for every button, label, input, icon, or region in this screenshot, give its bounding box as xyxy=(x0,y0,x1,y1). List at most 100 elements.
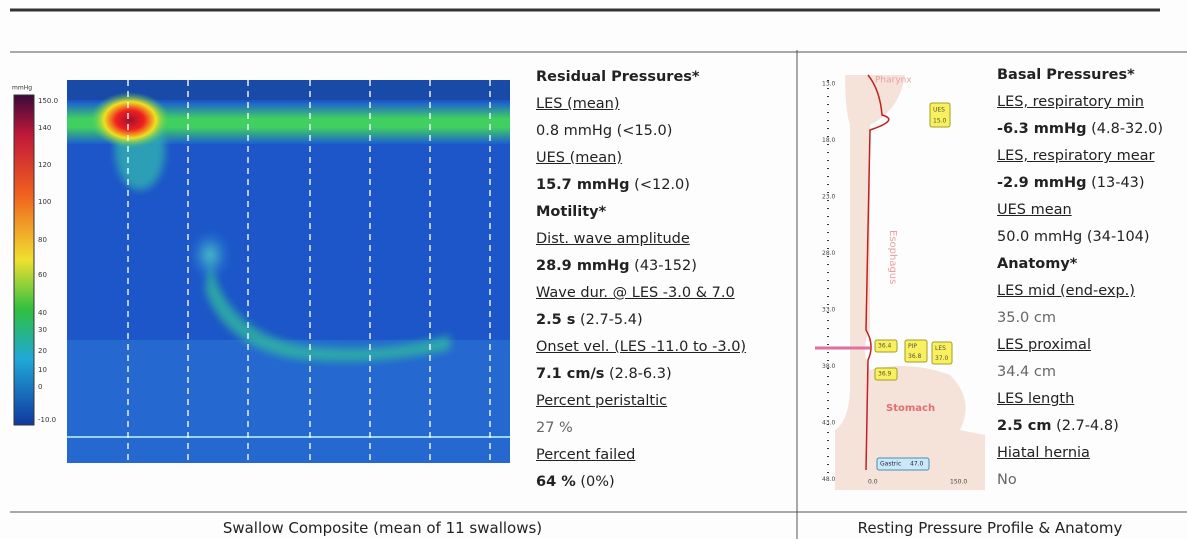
field-row: 2.5 s (2.7-5.4) xyxy=(536,307,791,334)
field-label: LES proximal xyxy=(997,332,1187,359)
colorbar-label: 80 xyxy=(38,236,47,244)
marker-label: Gastric xyxy=(880,461,901,468)
field-row: 0.8 mmHg (<15.0) xyxy=(536,118,791,145)
marker-value: 36.8 xyxy=(908,353,922,360)
field-value: 27 % xyxy=(536,420,573,436)
field-row: 64 % (0%) xyxy=(536,469,791,496)
marker-value: 37.0 xyxy=(935,355,949,362)
field-label: LES mid (end-exp.) xyxy=(997,278,1187,305)
field-range: (<15.0) xyxy=(617,123,673,139)
marker-label: PIP xyxy=(908,343,917,350)
field-label: LES, respiratory mear xyxy=(997,143,1187,170)
region-label: Stomach xyxy=(886,403,935,414)
field-range: (34-104) xyxy=(1087,229,1150,245)
region-label: Pharynx xyxy=(875,76,912,86)
field-range: (<12.0) xyxy=(634,177,690,193)
depth-label: 33.0 xyxy=(822,307,836,314)
field-row: -2.9 mmHg (13-43) xyxy=(997,170,1187,197)
text-column: Residual Pressures*LES (mean)0.8 mmHg (<… xyxy=(536,64,791,496)
field-value: -6.3 mmHg xyxy=(997,121,1087,137)
field-label: UES mean xyxy=(997,197,1187,224)
field-value: 15.7 mmHg xyxy=(536,177,630,193)
field-label: Onset vel. (LES -11.0 to -3.0) xyxy=(536,334,791,361)
report-page: mmHg150.01401201008060403020100-10.0Phar… xyxy=(0,0,1187,539)
field-row: 7.1 cm/s (2.8-6.3) xyxy=(536,361,791,388)
field-value: 34.4 cm xyxy=(997,364,1056,380)
field-range: (2.8-6.3) xyxy=(609,366,672,382)
field-range: (2.7-5.4) xyxy=(580,312,643,328)
field-value: No xyxy=(997,472,1017,488)
field-label: Dist. wave amplitude xyxy=(536,226,791,253)
colorbar-label: 30 xyxy=(38,326,47,334)
caption: Resting Pressure Profile & Anatomy xyxy=(800,519,1180,537)
anatomy-drawing xyxy=(815,75,985,490)
colorbar-unit: mmHg xyxy=(12,85,32,92)
field-range: (2.7-4.8) xyxy=(1056,418,1119,434)
field-row: 50.0 mmHg (34-104) xyxy=(997,224,1187,251)
field-label: LES, respiratory min xyxy=(997,89,1187,116)
field-value: 50.0 mmHg xyxy=(997,229,1082,245)
field-row: 27 % xyxy=(536,415,791,442)
caption: Swallow Composite (mean of 11 swallows) xyxy=(60,519,705,537)
depth-label: 18.0 xyxy=(822,137,836,144)
field-row: No xyxy=(997,467,1187,494)
field-label: UES (mean) xyxy=(536,145,791,172)
depth-label: 43.0 xyxy=(822,420,836,427)
text-column: Basal Pressures*LES, respiratory min-6.3… xyxy=(997,62,1187,494)
colorbar-label: 10 xyxy=(38,366,47,374)
marker-value: 36.9 xyxy=(878,371,892,378)
field-value: 0.8 mmHg xyxy=(536,123,612,139)
region-label: Esophagus xyxy=(887,230,898,284)
field-label: Percent failed xyxy=(536,442,791,469)
heatmap xyxy=(67,80,510,463)
colorbar-label: -10.0 xyxy=(38,416,56,424)
field-row: 35.0 cm xyxy=(997,305,1187,332)
field-value: 28.9 mmHg xyxy=(536,258,630,274)
field-range: (4.8-32.0) xyxy=(1091,121,1163,137)
field-value: 35.0 cm xyxy=(997,310,1056,326)
marker-label: UES xyxy=(933,107,945,114)
field-value: -2.9 mmHg xyxy=(997,175,1087,191)
section-heading: Basal Pressures* xyxy=(997,62,1187,89)
field-row: 28.9 mmHg (43-152) xyxy=(536,253,791,280)
colorbar xyxy=(14,95,34,425)
field-label: Percent peristaltic xyxy=(536,388,791,415)
colorbar-label: 120 xyxy=(38,161,51,169)
colorbar-label: 100 xyxy=(38,198,51,206)
pressure-axis-label: 150.0 xyxy=(950,479,967,486)
marker-value: 47.0 xyxy=(910,461,924,468)
pressure-axis-label: 0.0 xyxy=(868,479,878,486)
field-label: Wave dur. @ LES -3.0 & 7.0 xyxy=(536,280,791,307)
section-heading: Anatomy* xyxy=(997,251,1187,278)
field-value: 2.5 cm xyxy=(997,418,1051,434)
field-value: 2.5 s xyxy=(536,312,575,328)
field-row: -6.3 mmHg (4.8-32.0) xyxy=(997,116,1187,143)
depth-label: 38.0 xyxy=(822,363,836,370)
depth-label: 48.0 xyxy=(822,476,836,483)
marker-label: LES xyxy=(935,345,946,352)
section-heading: Motility* xyxy=(536,199,791,226)
field-label: LES (mean) xyxy=(536,91,791,118)
colorbar-label: 150.0 xyxy=(38,97,58,105)
colorbar-label: 0 xyxy=(38,383,42,391)
field-label: Hiatal hernia xyxy=(997,440,1187,467)
field-row: 15.7 mmHg (<12.0) xyxy=(536,172,791,199)
colorbar-label: 40 xyxy=(38,309,47,317)
field-row: 2.5 cm (2.7-4.8) xyxy=(997,413,1187,440)
section-heading: Residual Pressures* xyxy=(536,64,791,91)
depth-label: 23.0 xyxy=(822,194,836,201)
field-row: 34.4 cm xyxy=(997,359,1187,386)
marker-value: 15.0 xyxy=(933,118,947,125)
field-value: 7.1 cm/s xyxy=(536,366,604,382)
depth-label: 13.0 xyxy=(822,81,836,88)
marker-value: 36.4 xyxy=(878,343,892,350)
field-range: (13-43) xyxy=(1091,175,1144,191)
colorbar-label: 140 xyxy=(38,124,51,132)
colorbar-label: 60 xyxy=(38,271,47,279)
colorbar-label: 20 xyxy=(38,347,47,355)
field-value: 64 % xyxy=(536,474,576,490)
field-range: (43-152) xyxy=(634,258,697,274)
field-label: LES length xyxy=(997,386,1187,413)
depth-label: 28.0 xyxy=(822,250,836,257)
field-range: (0%) xyxy=(580,474,614,490)
